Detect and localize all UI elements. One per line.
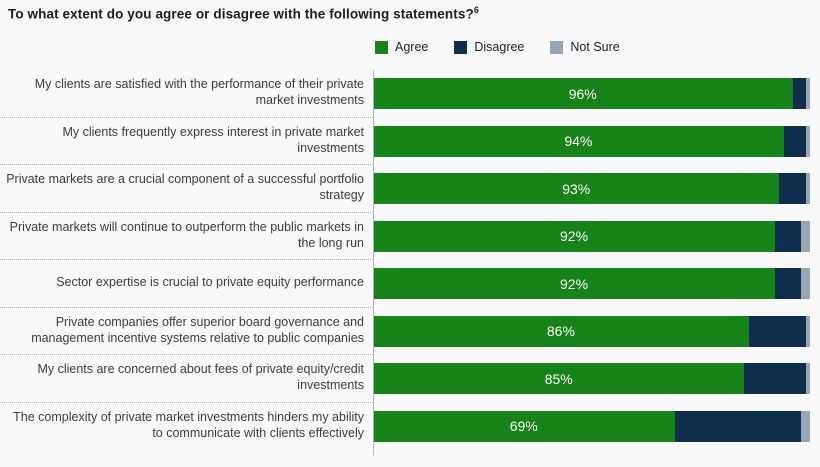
bar-agree-segment: 92% xyxy=(373,220,776,252)
bar-disagree-segment xyxy=(674,410,802,442)
bar-segments: 93% xyxy=(373,173,810,205)
bar-row-label: Sector expertise is crucial to private e… xyxy=(0,260,373,308)
bar-value-label: 85% xyxy=(544,370,573,387)
bar-row: My clients are satisfied with the perfor… xyxy=(0,70,812,118)
legend: Agree Disagree Not Sure xyxy=(375,40,620,54)
bar-value-label: 92% xyxy=(560,228,589,245)
bar-not-sure-segment xyxy=(805,125,810,157)
legend-item-disagree: Disagree xyxy=(454,40,524,54)
bar-segments: 94% xyxy=(373,125,810,157)
bar-row-label: My clients are satisfied with the perfor… xyxy=(0,70,373,118)
legend-label: Agree xyxy=(395,40,429,54)
bar-segments: 86% xyxy=(373,315,810,347)
bar-agree-segment: 94% xyxy=(373,125,784,157)
chart-area: My clients are satisfied with the perfor… xyxy=(0,70,812,455)
bar-agree-segment: 69% xyxy=(373,410,675,442)
bar-value-label: 69% xyxy=(509,418,538,435)
legend-label: Not Sure xyxy=(570,40,620,54)
chart-title-footnote-sup: 6 xyxy=(473,5,479,15)
bar-not-sure-segment xyxy=(801,220,810,252)
bar-row: My clients frequently express interest i… xyxy=(0,118,812,165)
bar-row-label: Private companies offer superior board g… xyxy=(0,308,373,355)
bar-agree-segment: 93% xyxy=(373,173,780,205)
bar-not-sure-segment xyxy=(801,268,810,300)
bar-row: Sector expertise is crucial to private e… xyxy=(0,260,812,308)
bar-disagree-segment xyxy=(792,78,806,110)
bar-disagree-segment xyxy=(779,173,806,205)
bar-agree-segment: 86% xyxy=(373,315,749,347)
bar-agree-segment: 92% xyxy=(373,268,776,300)
bar-segments: 92% xyxy=(373,268,810,300)
bar-segments: 69% xyxy=(373,410,810,442)
legend-item-not-sure: Not Sure xyxy=(550,40,620,54)
bar-value-label: 96% xyxy=(568,85,597,102)
bar-disagree-segment xyxy=(775,220,802,252)
bar-value-label: 86% xyxy=(546,323,575,340)
bar-disagree-segment xyxy=(748,315,806,347)
bar-value-label: 92% xyxy=(560,275,589,292)
bar-agree-segment: 85% xyxy=(373,363,745,395)
bar-row: Private companies offer superior board g… xyxy=(0,308,812,355)
bar-row: My clients are concerned about fees of p… xyxy=(0,355,812,403)
bar-disagree-segment xyxy=(744,363,806,395)
bar-segments: 92% xyxy=(373,220,810,252)
bar-segments: 96% xyxy=(373,78,810,110)
bar-not-sure-segment xyxy=(805,315,810,347)
bar-row: Private markets will continue to outperf… xyxy=(0,213,812,260)
bar-not-sure-segment xyxy=(805,363,810,395)
legend-swatch-agree xyxy=(375,40,388,54)
bar-row: Private markets are a crucial component … xyxy=(0,165,812,213)
bar-disagree-segment xyxy=(775,268,802,300)
bar-row-label: Private markets will continue to outperf… xyxy=(0,213,373,260)
bar-row-label: My clients are concerned about fees of p… xyxy=(0,355,373,403)
chart-title-text: To what extent do you agree or disagree … xyxy=(8,6,474,22)
legend-swatch-not-sure xyxy=(550,40,564,54)
legend-swatch-disagree xyxy=(454,40,468,54)
chart-title: To what extent do you agree or disagree … xyxy=(8,5,479,22)
bar-rows: My clients are satisfied with the perfor… xyxy=(0,70,812,450)
legend-label: Disagree xyxy=(474,40,525,54)
bar-row-label: Private markets are a crucial component … xyxy=(0,165,373,213)
bar-not-sure-segment xyxy=(805,173,810,205)
bar-not-sure-segment xyxy=(805,78,810,110)
bar-not-sure-segment xyxy=(801,410,810,442)
bar-agree-segment: 96% xyxy=(373,78,793,110)
bar-row: The complexity of private market investm… xyxy=(0,403,812,451)
legend-item-agree: Agree xyxy=(375,40,428,54)
bar-value-label: 93% xyxy=(562,180,591,197)
axis-line xyxy=(373,70,374,455)
bar-value-label: 94% xyxy=(564,133,593,150)
bar-disagree-segment xyxy=(783,125,806,157)
bar-row-label: The complexity of private market investm… xyxy=(13,410,364,441)
bar-segments: 85% xyxy=(373,363,810,395)
bar-row-label: My clients frequently express interest i… xyxy=(0,118,373,165)
